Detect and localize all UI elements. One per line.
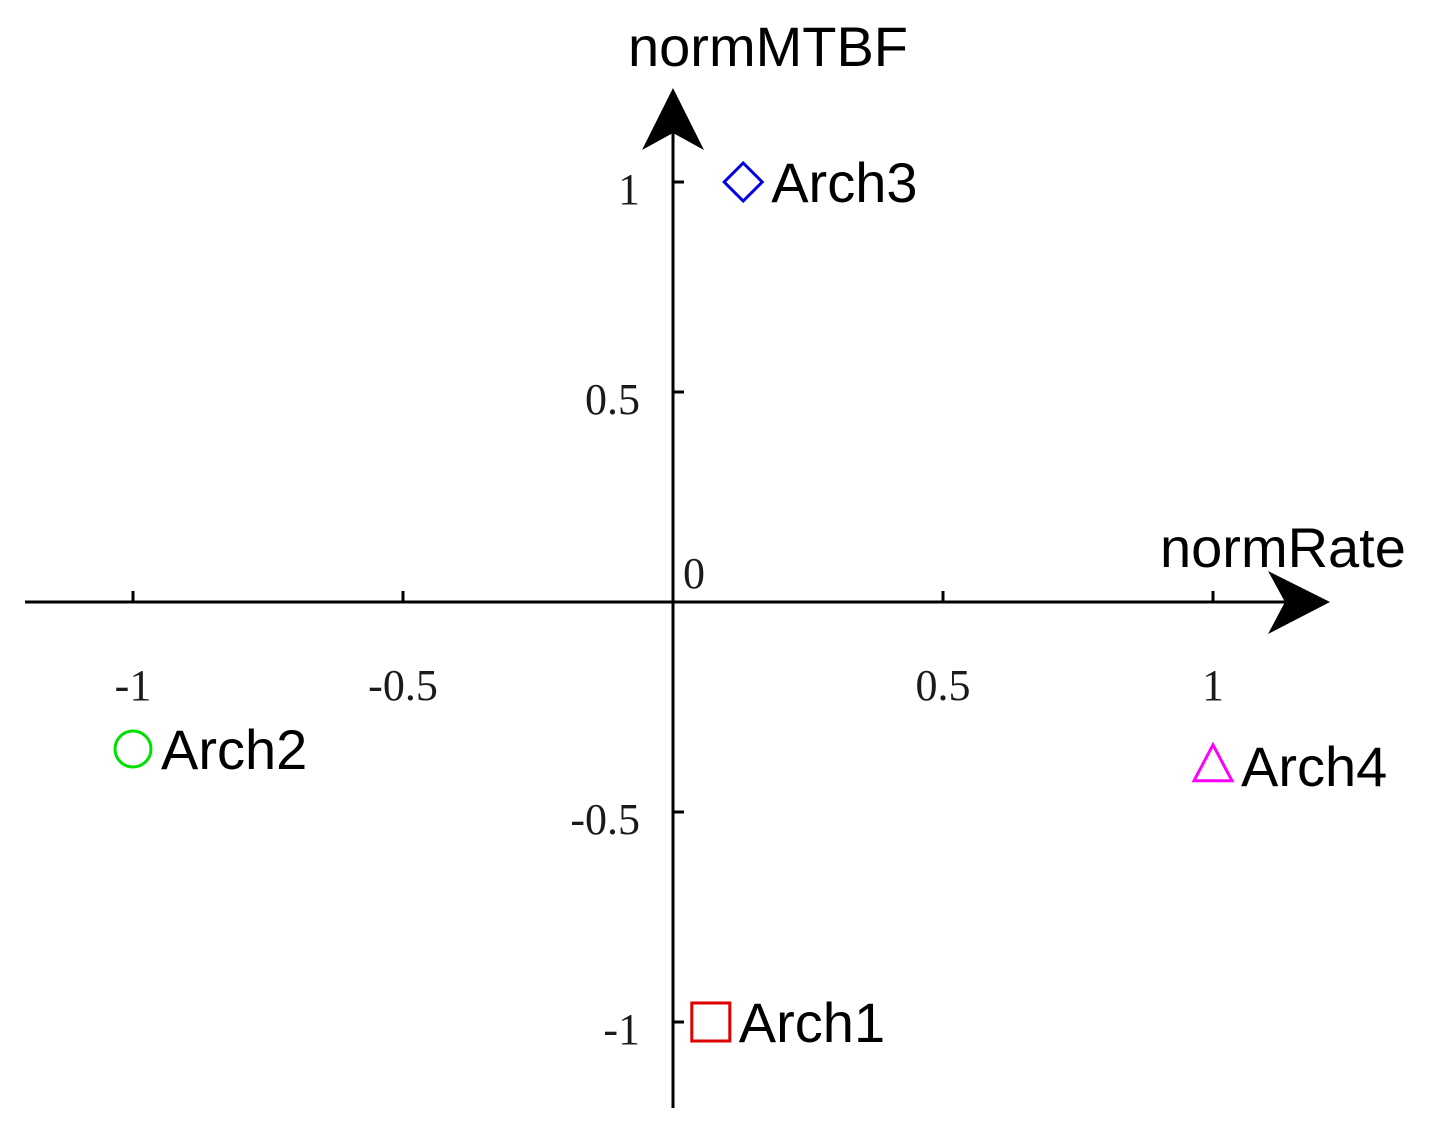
point-label: Arch4 xyxy=(1241,735,1387,798)
data-points: Arch1 Arch2 Arch3 Arch4 xyxy=(113,151,1387,1054)
y-tick-label: -1 xyxy=(603,1005,640,1054)
y-ticks: 1 0.5 -0.5 -1 xyxy=(570,165,684,1054)
y-tick-label: -0.5 xyxy=(570,795,640,844)
x-tick-label: -0.5 xyxy=(368,661,438,710)
point-label: Arch2 xyxy=(161,718,307,781)
point-marker-diamond xyxy=(722,160,765,204)
x-tick-label: 1 xyxy=(1202,661,1224,710)
y-axis-label: normMTBF xyxy=(628,15,908,78)
x-axis-arrow xyxy=(1268,571,1330,634)
point-marker-circle xyxy=(113,729,153,769)
x-ticks: -1 -0.5 0.5 1 xyxy=(115,591,1224,710)
y-tick-label: 0.5 xyxy=(585,375,640,424)
y-tick-label: 1 xyxy=(618,165,640,214)
x-tick-label: -1 xyxy=(115,661,152,710)
point-marker-square xyxy=(690,1001,732,1043)
x-tick-label: 0.5 xyxy=(916,661,971,710)
origin-label: 0 xyxy=(683,549,705,598)
point-label: Arch3 xyxy=(771,151,917,214)
x-axis-label: normRate xyxy=(1160,516,1406,579)
y-axis-arrow xyxy=(642,88,704,150)
point-label: Arch1 xyxy=(739,991,885,1054)
point-marker-triangle xyxy=(1191,741,1235,783)
